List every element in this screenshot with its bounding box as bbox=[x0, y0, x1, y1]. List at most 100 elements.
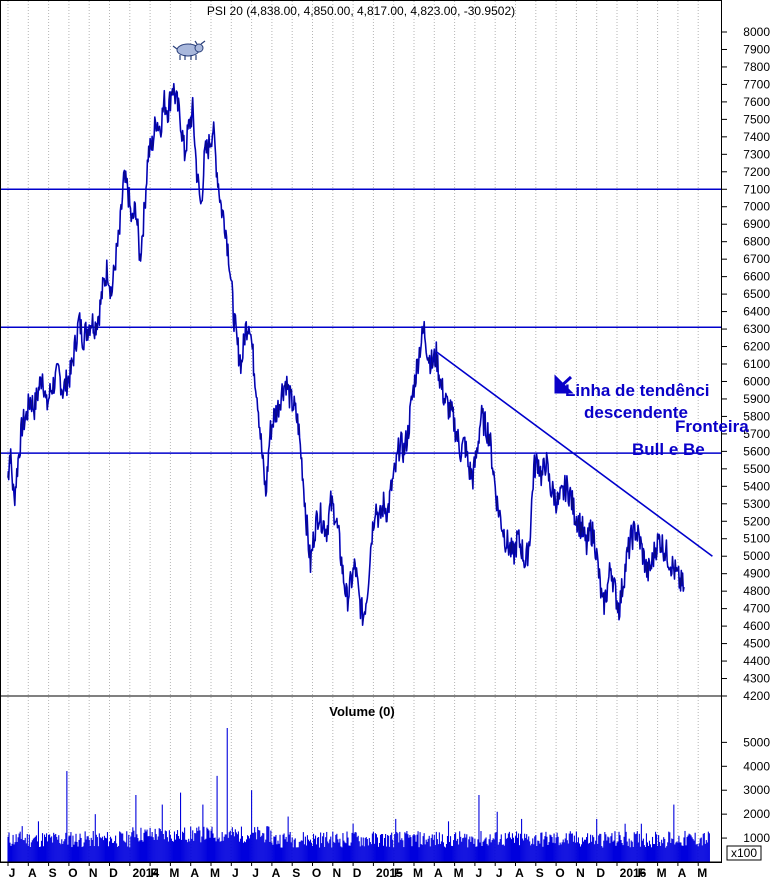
x-tick-label: M bbox=[413, 866, 423, 880]
x-tick-label: 2014 bbox=[132, 866, 159, 880]
x-tick-label: M bbox=[454, 866, 464, 880]
x-tick-label: M bbox=[169, 866, 179, 880]
y-tick-label: 4700 bbox=[743, 602, 770, 616]
y-tick-label: 6200 bbox=[743, 340, 770, 354]
bull-icon bbox=[172, 40, 206, 60]
trend-label-line1: Linha de tendênci bbox=[565, 381, 710, 400]
x-tick-label: S bbox=[536, 866, 544, 880]
x-tick-label: J bbox=[232, 866, 239, 880]
y-tick-label: 4400 bbox=[743, 654, 770, 668]
y-tick-label: 5300 bbox=[743, 497, 770, 511]
x-tick-label: A bbox=[678, 866, 687, 880]
volume-y-tick-label: 2000 bbox=[743, 807, 770, 821]
x-tick-label: D bbox=[353, 866, 362, 880]
y-tick-label: 8000 bbox=[743, 25, 770, 39]
y-tick-label: 7600 bbox=[743, 95, 770, 109]
trend-annotation: Linha de tendênci descendente bbox=[554, 374, 710, 422]
volume-y-tick-label: 3000 bbox=[743, 783, 770, 797]
x-tick-label: O bbox=[312, 866, 321, 880]
y-tick-label: 6000 bbox=[743, 374, 770, 388]
y-tick-label: 7000 bbox=[743, 200, 770, 214]
y-tick-label: 6700 bbox=[743, 252, 770, 266]
y-tick-label: 6900 bbox=[743, 217, 770, 231]
x-tick-label: A bbox=[434, 866, 443, 880]
y-tick-label: 5000 bbox=[743, 549, 770, 563]
horizontal-levels bbox=[0, 188, 722, 454]
x-tick-label: A bbox=[190, 866, 199, 880]
y-tick-label: 4800 bbox=[743, 584, 770, 598]
y-tick-label: 7700 bbox=[743, 77, 770, 91]
x-tick-label: 2015 bbox=[376, 866, 403, 880]
x-tick-label: J bbox=[476, 866, 483, 880]
x-tick-label: A bbox=[272, 866, 281, 880]
y-tick-label: 7500 bbox=[743, 112, 770, 126]
descending-trendline bbox=[435, 351, 713, 557]
x-tick-label: N bbox=[576, 866, 585, 880]
x-tick-label: S bbox=[49, 866, 57, 880]
x-tick-label: 2016 bbox=[620, 866, 647, 880]
price-y-axis: 4200 4300 4400 4500 4600 4700 4800 4900 5000 5100… bbox=[722, 25, 770, 703]
svg-text:x100: x100 bbox=[731, 846, 757, 860]
x-tick-label: O bbox=[68, 866, 77, 880]
y-tick-label: 4500 bbox=[743, 637, 770, 651]
price-series bbox=[7, 82, 685, 626]
x-tick-label: N bbox=[89, 866, 98, 880]
y-tick-label: 5100 bbox=[743, 532, 770, 546]
y-tick-label: 7100 bbox=[743, 182, 770, 196]
x-tick-label: F bbox=[394, 866, 401, 880]
volume-unit-box: x100 bbox=[726, 845, 762, 861]
x-tick-label: S bbox=[292, 866, 300, 880]
y-tick-label: 7300 bbox=[743, 147, 770, 161]
y-tick-label: 6800 bbox=[743, 235, 770, 249]
y-tick-label: 4900 bbox=[743, 567, 770, 581]
volume-gridlines bbox=[7, 697, 699, 861]
x-tick-label: D bbox=[109, 866, 118, 880]
y-tick-label: 6400 bbox=[743, 305, 770, 319]
arrow-icon bbox=[554, 374, 574, 394]
x-tick-label: J bbox=[9, 866, 16, 880]
volume-chart-title: Volume (0) bbox=[329, 704, 395, 719]
y-tick-label: 7200 bbox=[743, 165, 770, 179]
x-tick-label: M bbox=[657, 866, 667, 880]
volume-y-tick-label: 5000 bbox=[743, 735, 770, 749]
x-tick-label: A bbox=[515, 866, 524, 880]
price-line-shadow bbox=[7, 83, 685, 626]
volume-y-tick-label: 1000 bbox=[743, 831, 770, 845]
y-tick-label: 6100 bbox=[743, 357, 770, 371]
price-line bbox=[7, 82, 685, 626]
trend-label-line2: descendente bbox=[584, 403, 688, 422]
y-tick-label: 5400 bbox=[743, 479, 770, 493]
trendline bbox=[435, 351, 713, 557]
x-tick-label: M bbox=[697, 866, 707, 880]
x-tick-label: N bbox=[332, 866, 341, 880]
y-tick-label: 5500 bbox=[743, 462, 770, 476]
y-tick-label: 4300 bbox=[743, 672, 770, 686]
y-tick-label: 5900 bbox=[743, 392, 770, 406]
chart-frame bbox=[0, 0, 722, 863]
frontier-label-line2: Bull e Be bbox=[632, 440, 705, 459]
y-tick-label: 5600 bbox=[743, 444, 770, 458]
y-tick-label: 7900 bbox=[743, 42, 770, 56]
frontier-annotation: Fronteira Bull e Be bbox=[632, 417, 749, 459]
x-tick-label: F bbox=[150, 866, 157, 880]
y-tick-label: 5800 bbox=[743, 409, 770, 423]
price-gridlines bbox=[7, 1, 699, 695]
y-tick-label: 7400 bbox=[743, 130, 770, 144]
y-tick-label: 6300 bbox=[743, 322, 770, 336]
x-tick-label: D bbox=[596, 866, 605, 880]
y-tick-label: 6600 bbox=[743, 270, 770, 284]
y-tick-label: 5700 bbox=[743, 427, 770, 441]
x-tick-label: O bbox=[555, 866, 564, 880]
y-tick-label: 4600 bbox=[743, 619, 770, 633]
y-tick-label: 5200 bbox=[743, 514, 770, 528]
x-tick-label: A bbox=[28, 866, 37, 880]
y-tick-label: 7800 bbox=[743, 60, 770, 74]
y-tick-label: 4200 bbox=[743, 689, 770, 703]
y-tick-label: 6500 bbox=[743, 287, 770, 301]
x-tick-label: J bbox=[252, 866, 259, 880]
x-tick-label: M bbox=[210, 866, 220, 880]
volume-y-axis: 1000 2000 3000 4000 5000 bbox=[722, 735, 770, 845]
price-chart-title: PSI 20 (4,838.00, 4,850.00, 4,817.00, 4,… bbox=[207, 4, 515, 18]
